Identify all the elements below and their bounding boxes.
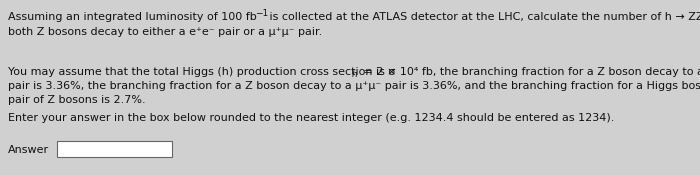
Text: Enter your answer in the box below rounded to the nearest integer (e.g. 1234.4 s: Enter your answer in the box below round…	[8, 113, 615, 123]
Text: pair is 3.36%, the branching fraction for a Z boson decay to a μ⁺μ⁻ pair is 3.36: pair is 3.36%, the branching fraction fo…	[8, 81, 700, 91]
Text: pair of Z bosons is 2.7%.: pair of Z bosons is 2.7%.	[8, 95, 146, 105]
Text: Answer: Answer	[8, 145, 49, 155]
Text: is collected at the ATLAS detector at the LHC, calculate the number of h → ZZ ev: is collected at the ATLAS detector at th…	[266, 12, 700, 22]
Text: Assuming an integrated luminosity of 100 fb: Assuming an integrated luminosity of 100…	[8, 12, 257, 22]
FancyBboxPatch shape	[57, 141, 172, 157]
Text: both Z bosons decay to either a e⁺e⁻ pair or a μ⁺μ⁻ pair.: both Z bosons decay to either a e⁺e⁻ pai…	[8, 27, 322, 37]
Text: h: h	[352, 70, 358, 79]
Text: −1: −1	[255, 9, 268, 18]
Text: = 2 × 10⁴ fb, the branching fraction for a Z boson decay to a e⁺e⁻: = 2 × 10⁴ fb, the branching fraction for…	[360, 67, 700, 77]
Text: You may assume that the total Higgs (h) production cross section is σ: You may assume that the total Higgs (h) …	[8, 67, 395, 77]
